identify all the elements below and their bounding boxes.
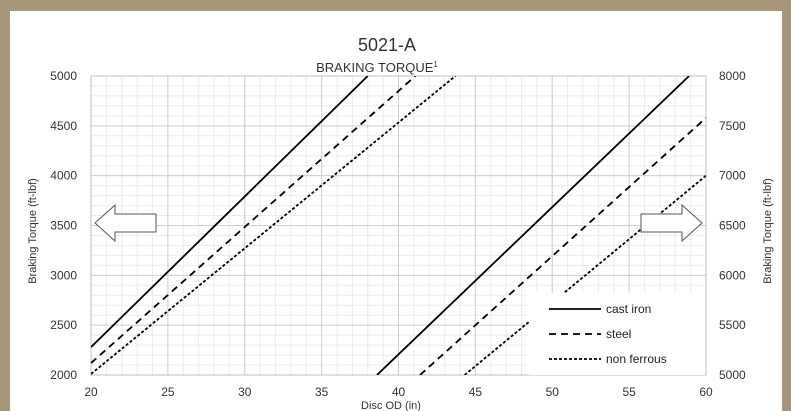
y-tick-label-left: 4000 — [50, 169, 77, 183]
y-tick-label-right: 5500 — [719, 318, 746, 332]
y-axis-label-right: Braking Torque (ft-lbf) — [762, 178, 774, 284]
legend-label-steel: steel — [606, 327, 631, 341]
series-line-cast-iron-left — [91, 76, 369, 348]
arrows — [94, 203, 703, 243]
series-line-non-ferrous-left — [91, 76, 456, 375]
y-tick-label-right: 7000 — [719, 169, 746, 183]
x-tick-label: 45 — [469, 385, 483, 399]
y-tick-label-left: 3500 — [50, 219, 77, 233]
y-tick-label-right: 8000 — [719, 69, 746, 83]
y-tick-label-right: 6500 — [719, 219, 746, 233]
legend-label-non-ferrous: non ferrous — [606, 352, 667, 366]
legend: cast iron steel non ferrous — [529, 293, 705, 375]
y-tick-label-right: 7500 — [719, 119, 746, 133]
right-arrow-icon — [640, 203, 703, 243]
x-tick-label: 55 — [622, 385, 636, 399]
left-arrow-icon — [94, 203, 157, 243]
plot-border — [90, 75, 707, 376]
y-tick-label-left: 5000 — [50, 69, 77, 83]
x-tick-label: 60 — [699, 385, 713, 399]
series-line-cast-iron-right — [376, 76, 690, 375]
legend-label-cast-iron: cast iron — [606, 302, 651, 316]
x-tick-label: 30 — [238, 385, 252, 399]
y-tick-label-left: 2000 — [50, 368, 77, 382]
x-axis-label: Disc OD (in) — [361, 400, 421, 411]
y-tick-label-right: 6000 — [719, 268, 746, 282]
series-line-steel-left — [91, 76, 417, 364]
x-tick-label: 25 — [161, 385, 175, 399]
chart-subtitle-superscript: 1 — [433, 60, 438, 69]
series-line-steel-right — [419, 117, 706, 375]
series-line-non-ferrous-right — [464, 174, 706, 375]
x-tick-label: 50 — [546, 385, 560, 399]
tick-labels: 20 25 30 35 40 45 50 55 60 2000 2500 3000 3500 4000 45… — [50, 69, 746, 399]
y-tick-label-left: 4500 — [50, 119, 77, 133]
y-axis-label-left: Braking Torque (ft-lbf) — [27, 178, 39, 284]
legend-box — [529, 293, 705, 375]
x-tick-label: 35 — [315, 385, 329, 399]
major-grid — [90, 75, 707, 376]
x-tick-label: 40 — [392, 385, 406, 399]
chart-panel: cast iron steel non ferrous 20 25 30 35 40 45 50… — [10, 11, 782, 411]
y-tick-label-left: 2500 — [50, 318, 77, 332]
series-layer — [91, 76, 706, 375]
y-tick-label-left: 3000 — [50, 268, 77, 282]
chart-subtitle-text: BRAKING TORQUE — [316, 60, 434, 75]
chart-subtitle: BRAKING TORQUE1 — [316, 60, 438, 75]
x-tick-label: 20 — [84, 385, 98, 399]
braking-torque-chart: cast iron steel non ferrous 20 25 30 35 40 45 50… — [27, 35, 774, 411]
y-tick-label-right: 5000 — [719, 368, 746, 382]
chart-title: 5021-A — [358, 35, 416, 55]
